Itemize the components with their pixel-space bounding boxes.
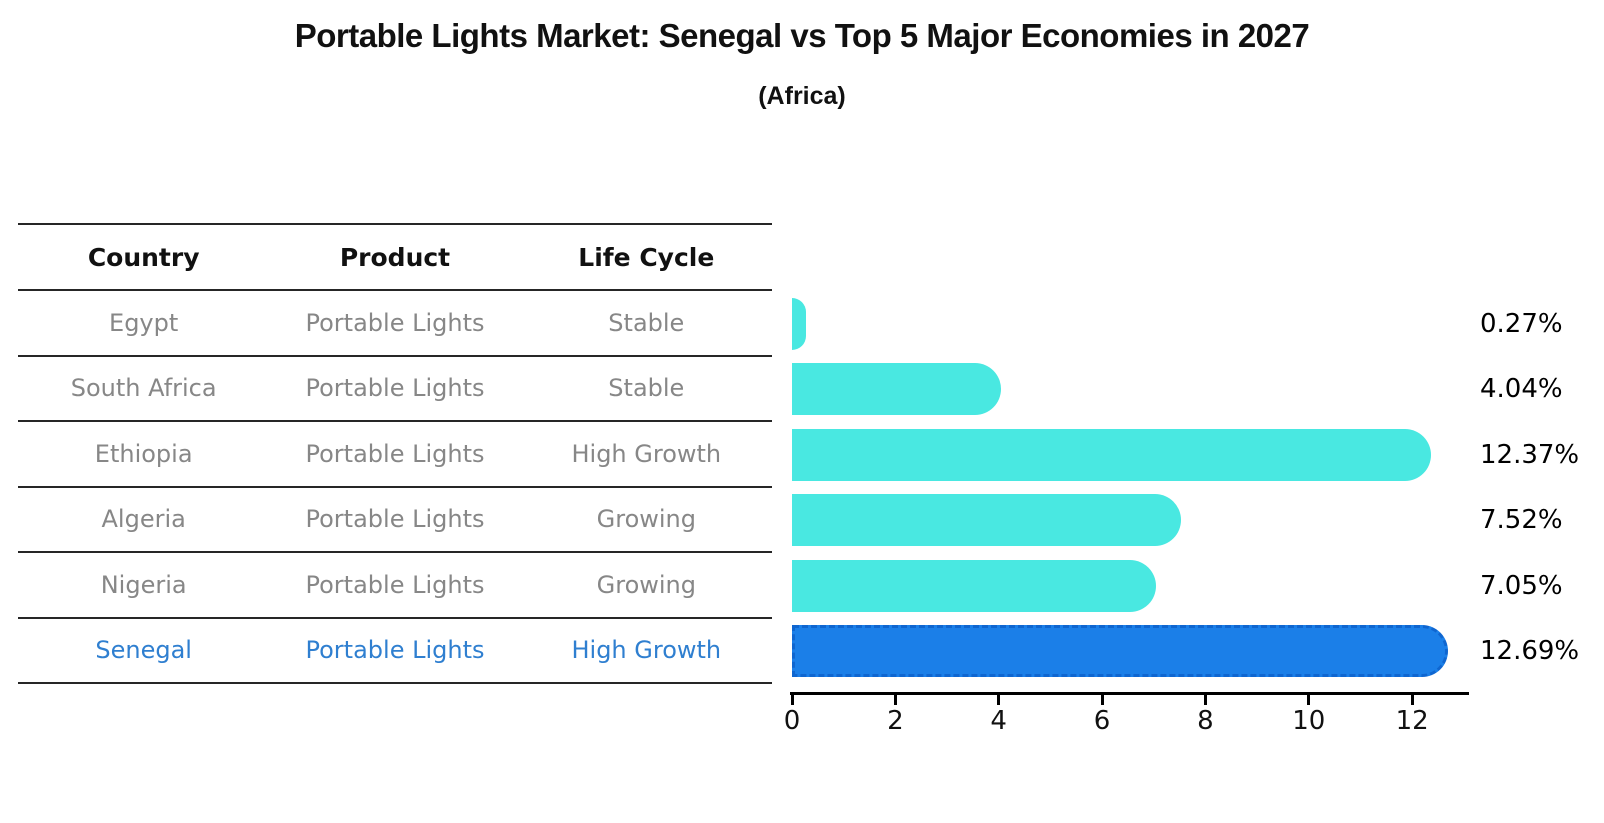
x-tick-label-12: 12 bbox=[1395, 706, 1429, 736]
x-tick-label-2: 2 bbox=[887, 706, 904, 736]
table-cell-country: South Africa bbox=[70, 374, 217, 403]
table-cell-country: Egypt bbox=[109, 308, 179, 337]
bar-egypt bbox=[792, 297, 806, 350]
x-tick-label-8: 8 bbox=[1197, 706, 1214, 736]
table-header-product: Product bbox=[339, 242, 451, 272]
country-table: Country Product Life Cycle Egypt Portable… bbox=[18, 223, 772, 684]
bar-algeria bbox=[792, 494, 1181, 546]
table-body: Egypt Portable Lights Stable South Africa Po… bbox=[18, 291, 772, 684]
x-axis-line bbox=[790, 692, 1469, 695]
table-row-algeria: Algeria Portable Lights Growing bbox=[18, 488, 772, 553]
table-cell-country: Senegal bbox=[95, 636, 192, 665]
x-tick-label-6: 6 bbox=[1093, 706, 1111, 736]
x-tick-mark-4 bbox=[997, 695, 1001, 705]
table-cell-product: Portable Lights bbox=[305, 308, 485, 337]
table-cell-product: Portable Lights bbox=[305, 374, 485, 403]
table-cell-country: Algeria bbox=[101, 505, 186, 534]
table-cell-product: Portable Lights bbox=[305, 570, 485, 599]
table-cell-life-cycle: High Growth bbox=[571, 636, 722, 665]
table-cell-life-cycle: High Growth bbox=[571, 439, 722, 468]
bar-value-label-algeria: 7.52% bbox=[1480, 505, 1563, 535]
table-header-country: Country bbox=[87, 242, 200, 272]
x-tick-mark-0 bbox=[790, 695, 794, 705]
x-tick-mark-10 bbox=[1307, 695, 1311, 705]
bar-value-label-south-africa: 4.04% bbox=[1480, 374, 1563, 404]
table-row-egypt: Egypt Portable Lights Stable bbox=[18, 291, 772, 357]
table-row-south-africa: South Africa Portable Lights Stable bbox=[18, 357, 772, 422]
chart-title: Portable Lights Market: Senegal vs Top 5… bbox=[294, 17, 1310, 54]
bar-value-label-ethiopia: 12.37% bbox=[1480, 439, 1580, 470]
table-cell-life-cycle: Stable bbox=[608, 308, 685, 337]
bar-senegal bbox=[792, 625, 1448, 677]
table-cell-country: Ethiopia bbox=[94, 439, 193, 468]
table-cell-life-cycle: Stable bbox=[608, 374, 685, 403]
bar-nigeria bbox=[792, 559, 1157, 612]
bar-plot-area bbox=[792, 289, 1469, 693]
table-cell-country: Nigeria bbox=[100, 570, 187, 599]
table-cell-product: Portable Lights bbox=[305, 636, 485, 665]
chart-subtitle: (Africa) bbox=[758, 82, 846, 110]
x-tick-mark-12 bbox=[1410, 695, 1414, 705]
x-tick-label-0: 0 bbox=[783, 706, 801, 736]
bar-value-label-egypt: 0.27% bbox=[1480, 308, 1563, 339]
x-tick-mark-2 bbox=[893, 695, 897, 705]
table-row-nigeria: Nigeria Portable Lights Growing bbox=[18, 553, 772, 619]
bar-ethiopia bbox=[792, 428, 1432, 481]
table-cell-life-cycle: Growing bbox=[596, 570, 696, 599]
table-cell-product: Portable Lights bbox=[305, 505, 485, 534]
table-row-ethiopia: Ethiopia Portable Lights High Growth bbox=[18, 422, 772, 488]
bar-value-label-senegal: 12.69% bbox=[1480, 636, 1580, 666]
table-cell-product: Portable Lights bbox=[305, 439, 485, 468]
table-row-senegal: Senegal Portable Lights High Growth bbox=[18, 619, 772, 684]
x-tick-label-4: 4 bbox=[990, 706, 1007, 736]
x-tick-label-10: 10 bbox=[1292, 706, 1326, 736]
x-tick-mark-8 bbox=[1203, 695, 1207, 705]
bar-value-label-nigeria: 7.05% bbox=[1480, 570, 1563, 601]
table-header-row: Country Product Life Cycle bbox=[18, 225, 772, 291]
bar-south-africa bbox=[792, 363, 1001, 415]
table-cell-life-cycle: Growing bbox=[596, 505, 696, 534]
x-tick-mark-6 bbox=[1100, 695, 1104, 705]
table-header-life-cycle: Life Cycle bbox=[578, 242, 715, 272]
